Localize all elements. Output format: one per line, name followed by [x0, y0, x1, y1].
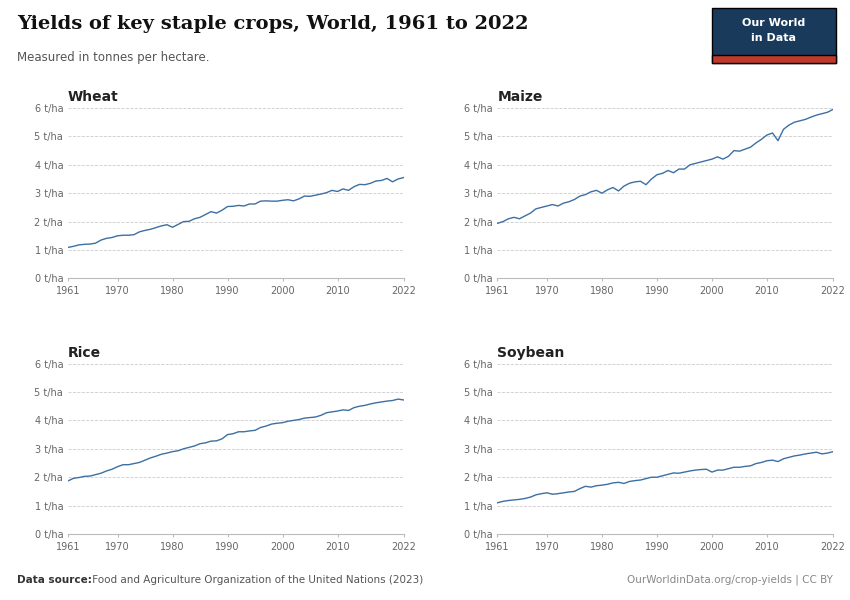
FancyBboxPatch shape: [712, 8, 836, 63]
Text: Soybean: Soybean: [497, 346, 565, 359]
Text: Maize: Maize: [497, 90, 543, 104]
Text: Data source:: Data source:: [17, 575, 92, 585]
Text: Food and Agriculture Organization of the United Nations (2023): Food and Agriculture Organization of the…: [89, 575, 423, 585]
Text: Measured in tonnes per hectare.: Measured in tonnes per hectare.: [17, 51, 209, 64]
Text: Our World: Our World: [742, 18, 806, 28]
Text: in Data: in Data: [751, 33, 796, 43]
Text: Yields of key staple crops, World, 1961 to 2022: Yields of key staple crops, World, 1961 …: [17, 15, 529, 33]
Text: OurWorldinData.org/crop-yields | CC BY: OurWorldinData.org/crop-yields | CC BY: [627, 575, 833, 585]
FancyBboxPatch shape: [712, 55, 836, 63]
Text: Rice: Rice: [68, 346, 101, 359]
Text: Wheat: Wheat: [68, 90, 119, 104]
